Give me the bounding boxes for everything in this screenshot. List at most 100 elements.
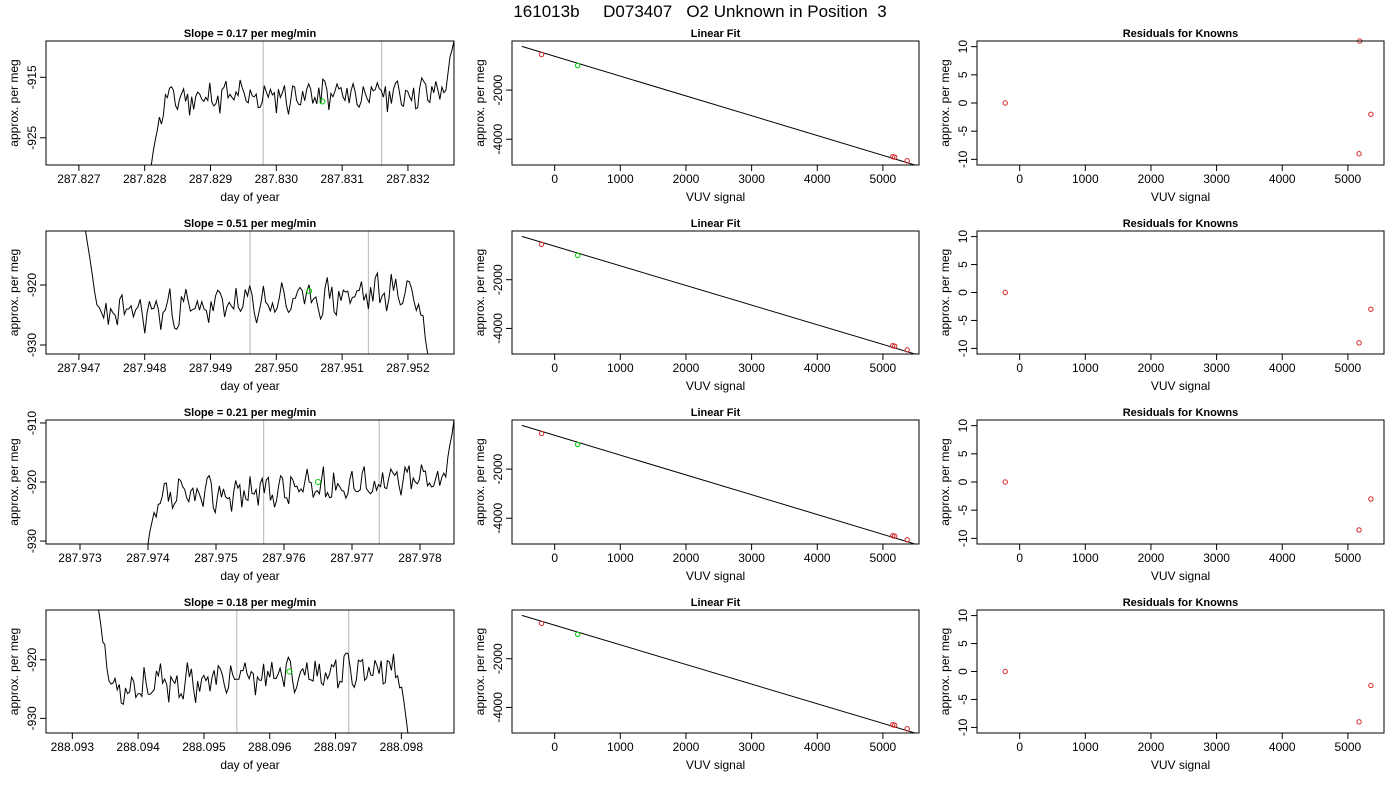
x-tick-label: 1000 — [1072, 551, 1099, 565]
y-axis-label: approx. per meg — [473, 438, 487, 525]
x-tick-label: 287.974 — [126, 551, 170, 565]
known-point — [538, 51, 545, 58]
residual-point — [1002, 479, 1008, 485]
unknown-point — [574, 252, 581, 259]
x-tick-label: 0 — [551, 740, 558, 754]
plot-frame — [511, 419, 920, 545]
y-tick-label: 5 — [956, 640, 970, 647]
unknown-marker-point — [306, 288, 313, 294]
known-point — [892, 154, 898, 160]
x-tick-label: 1000 — [1072, 740, 1099, 754]
x-tick-label: 287.952 — [386, 361, 430, 375]
x-axis-label: VUV signal — [686, 190, 745, 204]
x-tick-label: 3000 — [738, 551, 765, 565]
x-tick-label: 288.093 — [51, 740, 95, 754]
y-tick-label: 0 — [956, 99, 970, 106]
x-tick-label: 5000 — [1335, 740, 1362, 754]
plot-frame — [976, 230, 1385, 355]
residual-point — [1368, 496, 1374, 502]
y-tick-label: 5 — [956, 261, 970, 268]
panel-title: Slope = 0.17 per meg/min — [184, 28, 317, 40]
plot-frame — [511, 230, 920, 355]
x-tick-label: 4000 — [1269, 361, 1296, 375]
residual-point — [1368, 306, 1374, 312]
x-tick-label: 1000 — [607, 361, 634, 375]
x-tick-label: 287.950 — [255, 361, 299, 375]
known-point — [538, 241, 545, 248]
x-tick-label: 1000 — [607, 551, 634, 565]
y-tick-label: -10 — [956, 718, 970, 736]
known-point — [892, 343, 898, 349]
x-tick-label: 3000 — [738, 172, 765, 186]
y-tick-label: 5 — [956, 450, 970, 457]
y-tick-label: -2000 — [491, 643, 505, 674]
x-tick-label: 288.097 — [314, 740, 358, 754]
residual-point — [1356, 340, 1362, 346]
x-tick-label: 1000 — [1072, 172, 1099, 186]
x-axis-label: VUV signal — [686, 569, 745, 583]
x-tick-label: 2000 — [1138, 172, 1165, 186]
y-tick-label: 0 — [956, 289, 970, 296]
x-tick-label: 4000 — [804, 361, 831, 375]
y-tick-label: -925 — [25, 125, 39, 149]
x-axis-label: VUV signal — [1151, 569, 1210, 583]
x-tick-label: 4000 — [804, 740, 831, 754]
y-tick-label: 10 — [956, 40, 970, 54]
timeseries-line — [147, 420, 454, 544]
plot-frame — [511, 40, 920, 166]
y-axis-label: approx. per meg — [473, 628, 487, 715]
y-tick-label: -5 — [956, 126, 970, 137]
residual-point — [1356, 151, 1362, 157]
y-tick-label: -5 — [956, 315, 970, 326]
x-tick-label: 5000 — [870, 172, 897, 186]
x-tick-label: 287.947 — [57, 361, 101, 375]
known-point — [538, 430, 545, 437]
x-tick-label: 4000 — [804, 551, 831, 565]
panel-title: Linear Fit — [691, 597, 741, 609]
y-tick-label: -4000 — [491, 124, 505, 155]
y-tick-label: 10 — [956, 419, 970, 433]
x-tick-label: 0 — [1016, 361, 1023, 375]
x-tick-label: 287.829 — [189, 172, 233, 186]
x-axis-label: day of year — [220, 569, 279, 583]
y-tick-label: -2000 — [491, 264, 505, 295]
x-tick-label: 288.094 — [116, 740, 160, 754]
panel-title: Residuals for Knowns — [1123, 407, 1239, 419]
known-point — [892, 722, 898, 728]
timeseries-line — [98, 610, 409, 733]
unknown-marker-point — [319, 98, 326, 105]
y-axis-label: approx. per meg — [938, 59, 952, 146]
x-tick-label: 287.973 — [58, 551, 102, 565]
x-tick-label: 3000 — [1203, 551, 1230, 565]
x-tick-label: 287.978 — [398, 551, 442, 565]
y-axis-label: approx. per meg — [938, 438, 952, 525]
panel-title: Linear Fit — [691, 218, 741, 230]
x-tick-label: 3000 — [1203, 361, 1230, 375]
x-tick-label: 288.095 — [182, 740, 226, 754]
x-tick-label: 287.949 — [189, 361, 233, 375]
residual-point — [1002, 668, 1008, 675]
fit-line — [521, 45, 917, 165]
residual-point — [1368, 111, 1374, 117]
x-tick-label: 287.975 — [194, 551, 238, 565]
x-tick-label: 288.098 — [380, 740, 424, 754]
x-tick-label: 5000 — [1335, 172, 1362, 186]
x-tick-label: 2000 — [673, 172, 700, 186]
y-tick-label: 10 — [956, 609, 970, 623]
y-tick-label: 0 — [956, 478, 970, 485]
y-tick-label: 10 — [956, 230, 970, 244]
x-tick-label: 287.828 — [123, 172, 167, 186]
x-tick-label: 0 — [551, 172, 558, 186]
residual-point — [1356, 719, 1362, 725]
x-tick-label: 1000 — [607, 172, 634, 186]
x-tick-label: 2000 — [673, 361, 700, 375]
x-tick-label: 287.977 — [330, 551, 374, 565]
x-tick-label: 5000 — [1335, 361, 1362, 375]
x-axis-label: VUV signal — [1151, 758, 1210, 772]
x-axis-label: day of year — [220, 379, 279, 393]
x-axis-label: VUV signal — [686, 379, 745, 393]
y-tick-label: -915 — [25, 65, 39, 89]
plot-frame — [976, 419, 1385, 545]
plot-frame — [45, 609, 455, 734]
